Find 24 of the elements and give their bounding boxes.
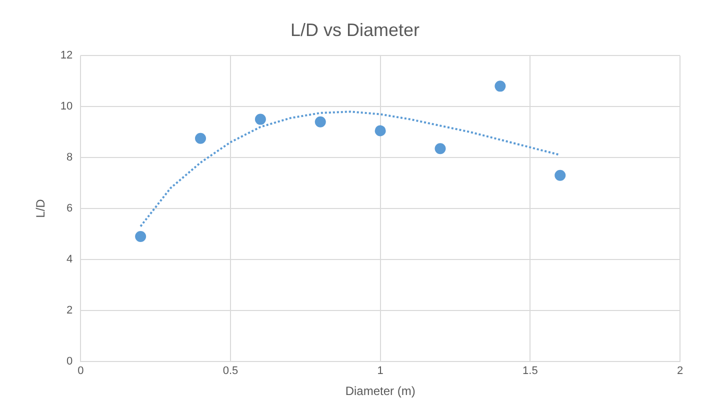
y-axis-title: L/D <box>34 198 48 218</box>
point <box>494 80 506 92</box>
y-tick-label: 0 <box>66 355 73 368</box>
point <box>314 116 326 128</box>
point <box>374 125 386 136</box>
point <box>554 170 566 181</box>
point <box>135 231 146 242</box>
point <box>434 143 446 154</box>
y-tick-label: 4 <box>66 254 73 266</box>
x-axis-title: Diameter (m) <box>345 384 416 398</box>
x-tick-label: 0.5 <box>222 365 238 378</box>
x-tick-label: 0 <box>78 365 84 378</box>
x-tick-label: 2 <box>676 365 684 378</box>
y-tick-label: 2 <box>66 304 73 316</box>
line-series <box>140 110 562 228</box>
y-tick-label: 6 <box>66 202 73 215</box>
x-tick-label: 1.5 <box>522 365 538 378</box>
point <box>254 114 266 125</box>
y-tick-label: 10 <box>60 100 73 113</box>
chart-title: L/D vs Diameter <box>290 20 420 40</box>
x-tick-label: 1 <box>377 365 384 378</box>
point <box>195 132 206 144</box>
y-tick-label: 8 <box>66 152 73 164</box>
y-tick-label: 12 <box>60 50 73 62</box>
